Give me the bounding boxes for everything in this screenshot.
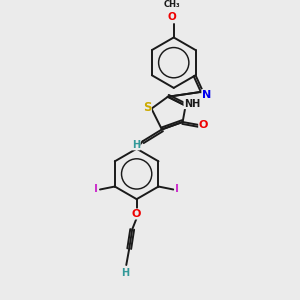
Text: H: H: [132, 140, 140, 150]
Text: O: O: [168, 12, 177, 22]
Text: I: I: [94, 184, 98, 194]
Text: S: S: [143, 101, 151, 114]
Text: I: I: [175, 184, 179, 194]
Text: H: H: [121, 268, 129, 278]
Text: O: O: [199, 120, 208, 130]
Text: CH₃: CH₃: [164, 0, 181, 9]
Text: N: N: [202, 90, 211, 100]
Text: O: O: [132, 209, 141, 219]
Text: NH: NH: [184, 99, 200, 109]
